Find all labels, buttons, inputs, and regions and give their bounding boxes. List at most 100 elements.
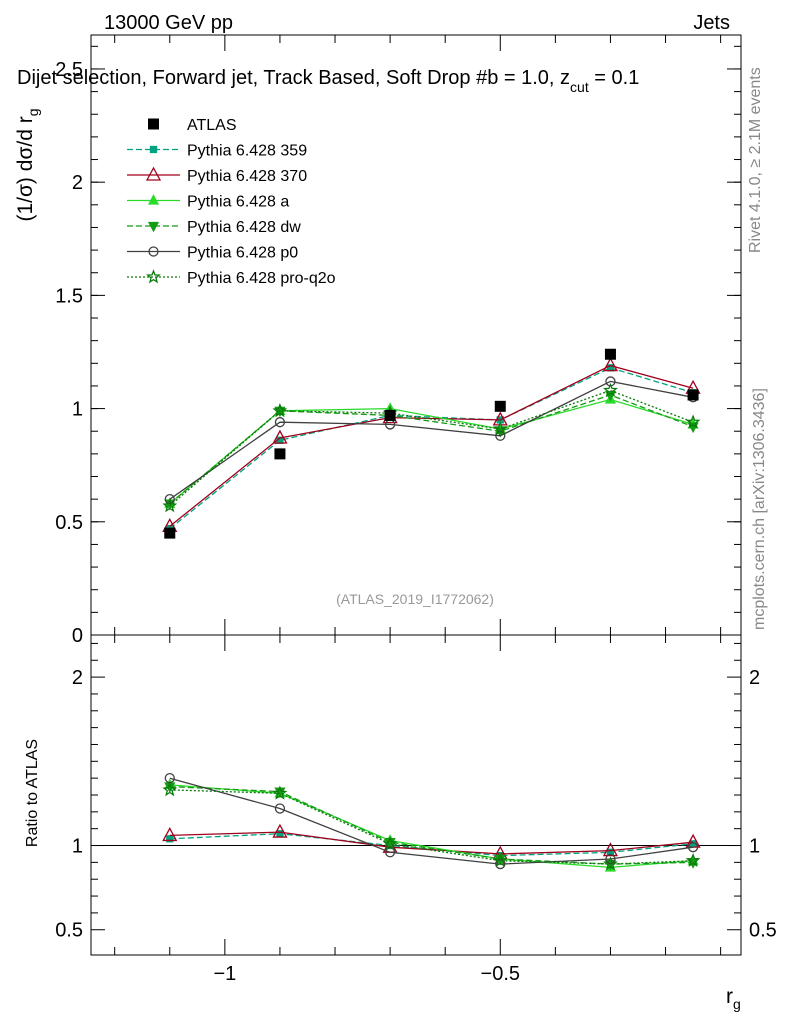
main-y-label-text: (1/σ) dσ/d r xyxy=(14,116,37,221)
ratio-point-proq2o xyxy=(492,852,508,867)
main-axis-ticks: 0 0.5 1 1.5 2 2.5 xyxy=(55,35,741,647)
legend-marker-p359 xyxy=(149,145,158,154)
x-label-sub: g xyxy=(733,996,741,1012)
main-point-p370 xyxy=(272,429,288,444)
legend-entry-data: ATLAS xyxy=(148,117,237,134)
ratio-point-proq2o xyxy=(685,852,701,867)
category-label: Jets xyxy=(693,12,730,34)
ratio-point-proq2o xyxy=(162,782,178,797)
title-eq1: = 1.0, z xyxy=(498,67,570,89)
ratio-point-proq2o xyxy=(603,856,618,871)
legend-marker-p0 xyxy=(148,246,159,257)
main-point-data xyxy=(384,409,396,421)
ratio-line-p359 xyxy=(169,833,694,857)
ratio-point-p0 xyxy=(274,803,286,814)
ratio-point-p370 xyxy=(602,842,619,857)
main-point-data xyxy=(687,389,699,401)
legend-entry-p0: Pythia 6.428 p0 xyxy=(127,245,298,262)
legend-marker-p370 xyxy=(145,166,162,181)
main-point-p0 xyxy=(164,494,175,505)
legend-label-dw: Pythia 6.428 dw xyxy=(187,219,301,236)
ratio-series-proq2o xyxy=(162,782,701,871)
main-ytick-label: 2 xyxy=(72,172,83,194)
legend-label-p370: Pythia 6.428 370 xyxy=(187,168,307,185)
ratio-point-p0 xyxy=(384,847,396,858)
ratio-line-a xyxy=(169,784,694,869)
legend-marker-data xyxy=(148,118,159,130)
main-point-p0 xyxy=(274,417,286,428)
ratio-axis-ticks: 0.5 0.5 1 1 2 2 −1 −0.5 xyxy=(55,635,777,985)
ratio-ytick-label-right: 1 xyxy=(749,836,760,858)
main-point-proq2o xyxy=(685,414,701,429)
main-ytick-label: 2.5 xyxy=(55,59,83,81)
ratio-point-p0 xyxy=(495,858,506,870)
ratio-ytick-label: 2 xyxy=(72,667,83,689)
ratio-ytick-label-right: 0.5 xyxy=(749,920,777,942)
legend-marker-dw xyxy=(147,221,160,233)
plot-title: Dijet selection, Forward jet, Track Base… xyxy=(17,67,639,95)
ratio-line-dw xyxy=(169,785,694,865)
legend-label-p359: Pythia 6.428 359 xyxy=(187,143,307,160)
ratio-point-p370 xyxy=(272,823,288,838)
main-point-data xyxy=(604,348,616,360)
ratio-point-p0 xyxy=(687,842,699,853)
main-y-axis-label: (1/σ) dσ/d rg xyxy=(14,108,41,221)
main-line-p0 xyxy=(169,380,694,500)
main-ytick-label: 1.5 xyxy=(55,285,83,307)
legend: ATLAS Pythia 6.428 359 Pythia 6.428 370 Pyt… xyxy=(127,117,336,287)
main-y-label-sub: g xyxy=(25,108,41,116)
ratio-point-p370 xyxy=(162,827,178,842)
main-point-proq2o xyxy=(162,498,178,513)
ratio-line-p0 xyxy=(169,777,694,865)
ratio-ytick-label-right: 2 xyxy=(749,667,760,689)
main-point-proq2o xyxy=(602,382,618,397)
ratio-series-p370 xyxy=(162,823,701,860)
legend-label-a: Pythia 6.428 a xyxy=(187,194,289,211)
main-series-layer xyxy=(162,348,701,539)
main-point-data xyxy=(164,527,176,539)
title-sub: cut xyxy=(570,79,589,95)
ratio-ytick-label: 1 xyxy=(72,836,83,858)
main-line-a xyxy=(169,398,694,505)
rivet-label: Rivet 4.1.0, ≥ 2.1M events xyxy=(747,67,764,253)
ratio-line-proq2o xyxy=(169,789,694,865)
main-ytick-label: 0.5 xyxy=(55,512,83,534)
ratio-y-axis-label: Ratio to ATLAS xyxy=(24,739,41,847)
ratio-line-p370 xyxy=(169,831,694,855)
main-ytick-label: 0 xyxy=(72,625,83,647)
main-point-dw xyxy=(604,390,617,402)
ratio-series-p0 xyxy=(164,773,699,870)
legend-marker-a xyxy=(147,194,160,205)
legend-label-data: ATLAS xyxy=(187,117,237,134)
xtick-label: −1 xyxy=(213,963,236,985)
main-series-p359 xyxy=(166,364,697,533)
legend-label-proq2o: Pythia 6.428 pro-q2o xyxy=(187,270,336,287)
main-point-dw xyxy=(687,422,699,434)
ratio-series-layer xyxy=(162,773,701,872)
x-label-text: r xyxy=(726,985,733,1008)
legend-entry-a: Pythia 6.428 a xyxy=(127,194,289,211)
main-series-p0 xyxy=(164,376,699,505)
x-axis-label: rg xyxy=(726,985,741,1012)
main-ytick-label: 1 xyxy=(72,399,83,421)
main-point-proq2o xyxy=(272,403,288,418)
main-series-dw xyxy=(164,390,699,511)
ratio-plot-frame xyxy=(90,634,742,956)
main-series-p370 xyxy=(162,357,701,532)
legend-entry-p370: Pythia 6.428 370 xyxy=(127,166,307,185)
legend-entry-p359: Pythia 6.428 359 xyxy=(127,143,307,160)
ratio-ytick-label: 0.5 xyxy=(55,920,83,942)
main-line-proq2o xyxy=(169,389,694,507)
legend-entry-proq2o: Pythia 6.428 pro-q2o xyxy=(127,269,336,287)
main-series-a xyxy=(164,393,699,508)
main-point-p370 xyxy=(602,357,619,372)
ratio-point-proq2o xyxy=(272,785,288,800)
main-point-data xyxy=(274,448,286,460)
ratio-point-proq2o xyxy=(382,835,398,851)
legend-entry-dw: Pythia 6.428 dw xyxy=(127,219,301,236)
ratio-point-p359 xyxy=(166,835,174,843)
title-main: Dijet selection, Forward jet, Track Base… xyxy=(17,67,498,89)
mcplots-label: mcplots.cern.ch [arXiv:1306.3436] xyxy=(751,388,768,630)
energy-label: 13000 GeV pp xyxy=(104,12,233,34)
